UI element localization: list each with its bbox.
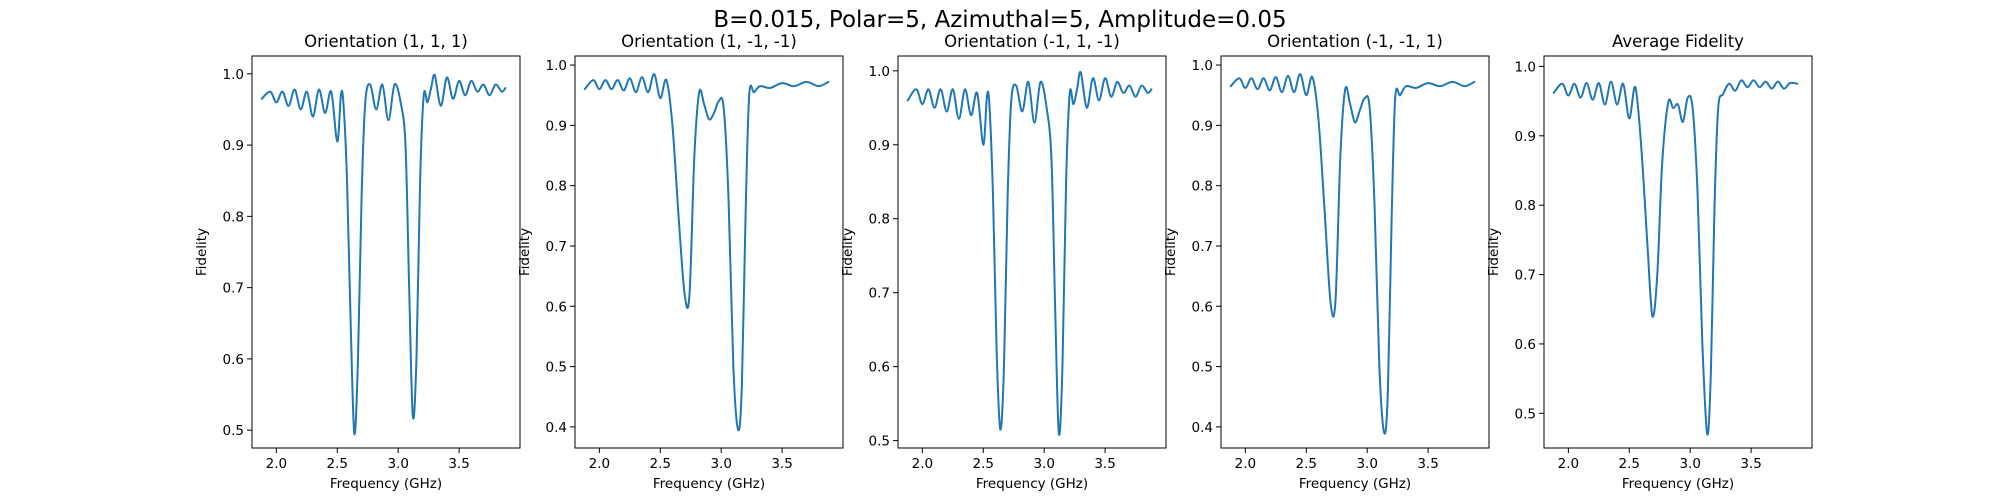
y-tick-label: 1.0 — [1192, 58, 1213, 74]
y-tick-label: 0.7 — [1515, 268, 1536, 284]
y-tick-label: 0.4 — [546, 420, 567, 436]
y-tick-label: 0.6 — [546, 299, 567, 315]
y-tick-label: 0.9 — [1515, 129, 1536, 145]
subplot-2: Orientation (1, -1, -1) 2.0 2.5 3.0 3.5 0.4 0.… — [517, 32, 844, 492]
y-tick-label: 0.5 — [869, 434, 890, 450]
x-tick-label: 2.0 — [912, 456, 933, 472]
subplot-title: Average Fidelity — [1612, 32, 1744, 51]
x-tick-label: 2.5 — [973, 456, 994, 472]
y-tick-label: 0.6 — [1515, 337, 1536, 353]
axes-frame — [897, 55, 1167, 449]
y-tick-label: 0.8 — [546, 179, 567, 195]
subplot-3: Orientation (-1, 1, -1) 2.0 2.5 3.0 3.5 0.5 0.… — [840, 32, 1167, 492]
x-tick-label: 2.0 — [1558, 456, 1579, 472]
x-axis-label: Frequency (GHz) — [653, 476, 765, 492]
x-axis-label: Frequency (GHz) — [330, 476, 442, 492]
y-axis-label: Fidelity — [1163, 228, 1179, 276]
x-tick-label: 3.0 — [1679, 456, 1700, 472]
subplot-title: Orientation (-1, -1, 1) — [1267, 32, 1443, 51]
fidelity-series-line — [1552, 79, 1799, 436]
subplot-4: Orientation (-1, -1, 1) 2.0 2.5 3.0 3.5 0.4 0.… — [1163, 32, 1490, 492]
y-tick-label: 1.0 — [1515, 59, 1536, 75]
y-tick-label: 0.5 — [546, 360, 567, 376]
y-axis-label: Fidelity — [840, 228, 856, 276]
y-tick-label: 0.9 — [869, 138, 890, 154]
axes-frame — [251, 55, 521, 449]
x-axis-label: Frequency (GHz) — [976, 476, 1088, 492]
x-tick-label: 3.5 — [1417, 456, 1438, 472]
x-tick-label: 2.0 — [589, 456, 610, 472]
x-tick-label: 3.0 — [710, 456, 731, 472]
y-axis-label: Fidelity — [194, 228, 210, 276]
fidelity-series-line — [1229, 73, 1476, 435]
fidelity-series-line — [260, 73, 507, 436]
y-tick-label: 0.4 — [1192, 420, 1213, 436]
y-tick-label: 0.6 — [223, 352, 244, 368]
y-tick-label: 0.8 — [1515, 198, 1536, 214]
fidelity-series-line — [583, 73, 830, 432]
x-tick-label: 2.5 — [1619, 456, 1640, 472]
y-tick-label: 0.8 — [1192, 179, 1213, 195]
y-tick-label: 0.7 — [1192, 239, 1213, 255]
y-tick-label: 0.9 — [546, 118, 567, 134]
subplot-1: Orientation (1, 1, 1) 2.0 2.5 3.0 3.5 0.5 0.6 0… — [194, 32, 521, 492]
y-tick-label: 0.7 — [546, 239, 567, 255]
x-tick-label: 3.5 — [1740, 456, 1761, 472]
axes-frame — [1220, 55, 1490, 449]
y-axis-label: Fidelity — [1486, 228, 1502, 276]
y-tick-label: 1.0 — [223, 67, 244, 83]
y-tick-label: 0.8 — [869, 212, 890, 228]
x-tick-label: 2.5 — [1296, 456, 1317, 472]
x-tick-label: 3.0 — [1033, 456, 1054, 472]
y-tick-label: 0.7 — [223, 281, 244, 297]
subplot-5: Average Fidelity 2.0 2.5 3.0 3.5 0.5 0.6 0.7 0.8… — [1486, 32, 1813, 492]
y-tick-label: 0.5 — [1192, 360, 1213, 376]
y-tick-label: 0.9 — [1192, 118, 1213, 134]
x-axis-label: Frequency (GHz) — [1299, 476, 1411, 492]
axes-frame — [1543, 55, 1813, 449]
x-tick-label: 3.5 — [771, 456, 792, 472]
x-tick-label: 2.0 — [1235, 456, 1256, 472]
subplot-title: Orientation (1, -1, -1) — [621, 32, 797, 51]
x-tick-label: 3.0 — [387, 456, 408, 472]
fidelity-series-line — [906, 70, 1153, 436]
y-tick-label: 0.7 — [869, 286, 890, 302]
y-tick-label: 0.5 — [223, 423, 244, 439]
x-tick-label: 2.5 — [650, 456, 671, 472]
subplot-title: Orientation (-1, 1, -1) — [944, 32, 1120, 51]
y-tick-label: 0.6 — [1192, 299, 1213, 315]
y-tick-label: 0.6 — [869, 360, 890, 376]
x-axis-label: Frequency (GHz) — [1622, 476, 1734, 492]
axes-frame — [574, 55, 844, 449]
y-tick-label: 0.9 — [223, 138, 244, 154]
x-tick-label: 3.0 — [1356, 456, 1377, 472]
y-tick-label: 0.8 — [223, 209, 244, 225]
y-tick-label: 0.5 — [1515, 406, 1536, 422]
y-axis-label: Fidelity — [517, 228, 533, 276]
y-tick-label: 1.0 — [546, 58, 567, 74]
y-tick-label: 1.0 — [869, 64, 890, 80]
x-tick-label: 3.5 — [448, 456, 469, 472]
x-tick-label: 2.0 — [266, 456, 287, 472]
figure-suptitle: B=0.015, Polar=5, Azimuthal=5, Amplitude… — [713, 7, 1286, 33]
x-tick-label: 3.5 — [1094, 456, 1115, 472]
subplot-title: Orientation (1, 1, 1) — [304, 32, 468, 51]
x-tick-label: 2.5 — [327, 456, 348, 472]
